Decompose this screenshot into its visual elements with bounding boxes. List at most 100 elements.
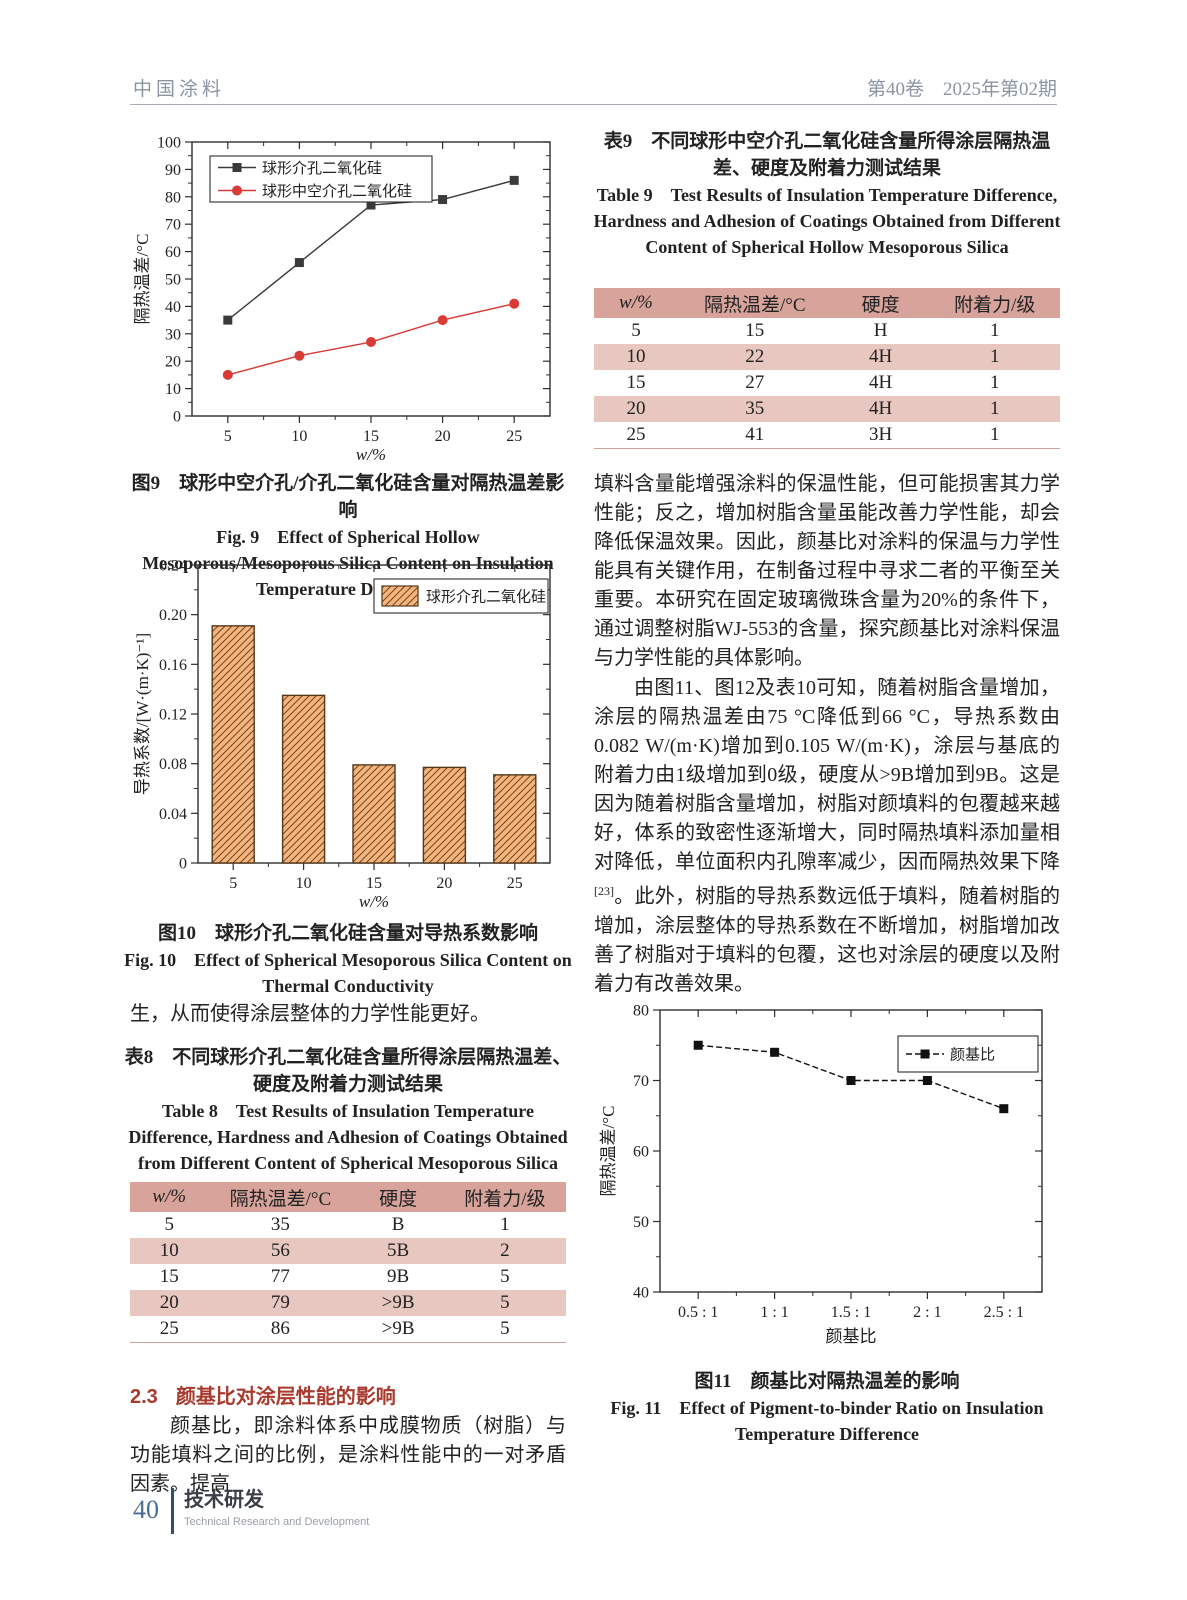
footer-divider-bar	[171, 1488, 174, 1534]
figure-10-caption: 图10 球形介孔二氧化硅含量对导热系数影响 Fig. 10 Effect of …	[124, 920, 572, 999]
table-cell: 4H	[868, 398, 893, 419]
table-row: 25 41 3H 1	[594, 422, 1060, 448]
svg-text:30: 30	[165, 326, 181, 343]
svg-text:70: 70	[165, 217, 181, 234]
table-row: 20 35 4H 1	[594, 396, 1060, 422]
svg-text:1 : 1: 1 : 1	[760, 1304, 788, 1321]
fig10-caption-zh: 图10 球形介孔二氧化硅含量对导热系数影响	[157, 923, 538, 944]
svg-text:70: 70	[633, 1073, 649, 1090]
table-cell: 2	[500, 1240, 510, 1261]
table-cell: 5	[500, 1292, 510, 1313]
table-cell: 5B	[387, 1240, 410, 1261]
svg-text:25: 25	[507, 875, 523, 892]
paragraph-2-text-after: 。此外，树脂的导热系数远低于填料，随着树脂的增加，涂层整体的导热系数在不断增加，…	[594, 885, 1060, 995]
svg-text:5: 5	[229, 875, 237, 892]
table-row: 10 56 5B 2	[130, 1238, 566, 1264]
table-cell: 56	[270, 1240, 290, 1261]
svg-text:90: 90	[165, 162, 181, 179]
table-cell: 1	[989, 424, 1000, 445]
svg-text:20: 20	[435, 428, 451, 445]
svg-text:10: 10	[165, 381, 181, 398]
svg-text:2.5 : 1: 2.5 : 1	[984, 1304, 1024, 1321]
table-header-row: w/% 隔热温差/°C 硬度 附着力/级	[130, 1182, 566, 1212]
table-row: 5 35 B 1	[130, 1212, 566, 1238]
table-cell: 10	[626, 346, 646, 367]
svg-text:80: 80	[633, 1003, 649, 1020]
figure-11-chart: 40 50 60 70 80 0.5 : 1 1 : 1 1.5 : 1 2 : 1 2.5 : …	[596, 1000, 1062, 1355]
table-cell: 5	[164, 1214, 174, 1235]
table-cell: 5	[631, 320, 641, 341]
table-cell: 4H	[868, 346, 893, 367]
paragraph-2-text: 由图11、图12及表10可知，随着树脂含量增加，涂层的隔热温差由75 °C降低到…	[594, 677, 1060, 873]
section-title: 颜基比对涂层性能的影响	[175, 1386, 396, 1408]
paragraph-2: 由图11、图12及表10可知，随着树脂含量增加，涂层的隔热温差由75 °C降低到…	[594, 674, 1060, 999]
table-cell: 25	[159, 1318, 179, 1339]
table-header-row: w/% 隔热温差/°C 硬度 附着力/级	[594, 288, 1060, 318]
fig11-caption-zh: 图11 颜基比对隔热温差的影响	[694, 1371, 960, 1392]
svg-text:5: 5	[224, 428, 232, 445]
svg-text:w/%: w/%	[356, 445, 386, 464]
table-cell: 附着力/级	[464, 1188, 546, 1210]
svg-text:0.08: 0.08	[159, 756, 187, 773]
svg-text:导热系数/[W·(m·K)⁻¹]: 导热系数/[W·(m·K)⁻¹]	[133, 633, 152, 795]
fig10-bar-chart: 0 0.04 0.08 0.12 0.16 0.20 0.24 5 10 15 20 25 w/% 导热系…	[133, 558, 551, 911]
table-cell: B	[391, 1214, 405, 1235]
svg-text:w/%: w/%	[359, 892, 389, 911]
table-cell: 15	[159, 1266, 179, 1287]
section-number: 2.3	[130, 1386, 158, 1408]
svg-text:颜基比: 颜基比	[826, 1327, 877, 1346]
svg-text:隔热温差/°C: 隔热温差/°C	[599, 1106, 618, 1197]
fig11-caption-en: Fig. 11 Effect of Pigment-to-binder Rati…	[610, 1398, 1044, 1444]
table-cell: 隔热温差/°C	[229, 1188, 332, 1210]
table-cell: 20	[159, 1292, 179, 1313]
svg-text:40: 40	[165, 299, 181, 316]
svg-text:0.04: 0.04	[159, 806, 187, 823]
svg-text:50: 50	[633, 1214, 649, 1231]
table-cell: 3H	[868, 424, 893, 445]
figure-10-chart: 0 0.04 0.08 0.12 0.16 0.20 0.24 5 10 15 20 25 w/% 导热系…	[130, 553, 566, 920]
table-cell: 1	[989, 372, 1000, 393]
table8-title-en: Table 8 Test Results of Insulation Tempe…	[128, 1101, 568, 1173]
table-cell: 硬度	[861, 294, 900, 316]
svg-text:0: 0	[179, 856, 187, 873]
table9-title-zh: 表9 不同球形中空介孔二氧化硅含量所得涂层隔热温差、硬度及附着力测试结果	[603, 131, 1051, 179]
table-row: 25 86 >9B 5	[130, 1316, 566, 1342]
footer-section-zh: 技术研发	[184, 1489, 264, 1511]
table-row: 5 15 H 1	[594, 318, 1060, 344]
table-cell: 5	[500, 1266, 510, 1287]
table-cell: w/%	[619, 292, 653, 313]
svg-text:25: 25	[506, 428, 522, 445]
table-cell: 15	[626, 372, 646, 393]
table-cell: >9B	[381, 1292, 415, 1313]
table-cell: 隔热温差/°C	[703, 294, 806, 316]
table-row: 15 77 9B 5	[130, 1264, 566, 1290]
table-cell: 9B	[387, 1266, 410, 1287]
svg-text:15: 15	[363, 428, 379, 445]
svg-text:15: 15	[366, 875, 382, 892]
table-cell: 4H	[868, 372, 893, 393]
svg-text:10: 10	[296, 875, 312, 892]
svg-text:80: 80	[165, 189, 181, 206]
svg-text:100: 100	[157, 135, 181, 152]
fig9-caption-en: Fig. 9 Effect of Spherical Hollow Mesopo…	[142, 527, 554, 599]
table-row: 10 22 4H 1	[594, 344, 1060, 370]
table-cell: 1	[500, 1214, 510, 1235]
page-number: 40	[133, 1495, 159, 1524]
table-9: w/% 隔热温差/°C 硬度 附着力/级 5 15 H 1 10 22 4H 1 15 27 4H 1 20 35…	[594, 288, 1060, 449]
table-cell: 硬度	[379, 1188, 418, 1210]
fig9-line-chart: 0 10 20 30 40 50 60 70 80 90 100 5 10 15 20 25 w/% 隔热温差/°…	[133, 135, 551, 464]
figure-11-caption: 图11 颜基比对隔热温差的影响 Fig. 11 Effect of Pigmen…	[588, 1368, 1066, 1447]
svg-text:10: 10	[291, 428, 307, 445]
table-cell: 1	[989, 398, 1000, 419]
section-2-3-paragraph: 颜基比，即涂料体系中成膜物质（树脂）与功能填料之间的比例，是涂料性能中的一对矛盾…	[130, 1415, 566, 1495]
header-divider	[130, 104, 1057, 105]
table-cell: 1	[989, 346, 1000, 367]
table-cell: 20	[626, 398, 646, 419]
svg-text:0.5 : 1: 0.5 : 1	[678, 1304, 718, 1321]
svg-text:球形介孔二氧化硅: 球形介孔二氧化硅	[426, 589, 546, 606]
svg-text:隔热温差/°C: 隔热温差/°C	[133, 234, 152, 325]
svg-text:60: 60	[165, 244, 181, 261]
svg-text:60: 60	[633, 1144, 649, 1161]
table-cell: w/%	[152, 1186, 187, 1207]
